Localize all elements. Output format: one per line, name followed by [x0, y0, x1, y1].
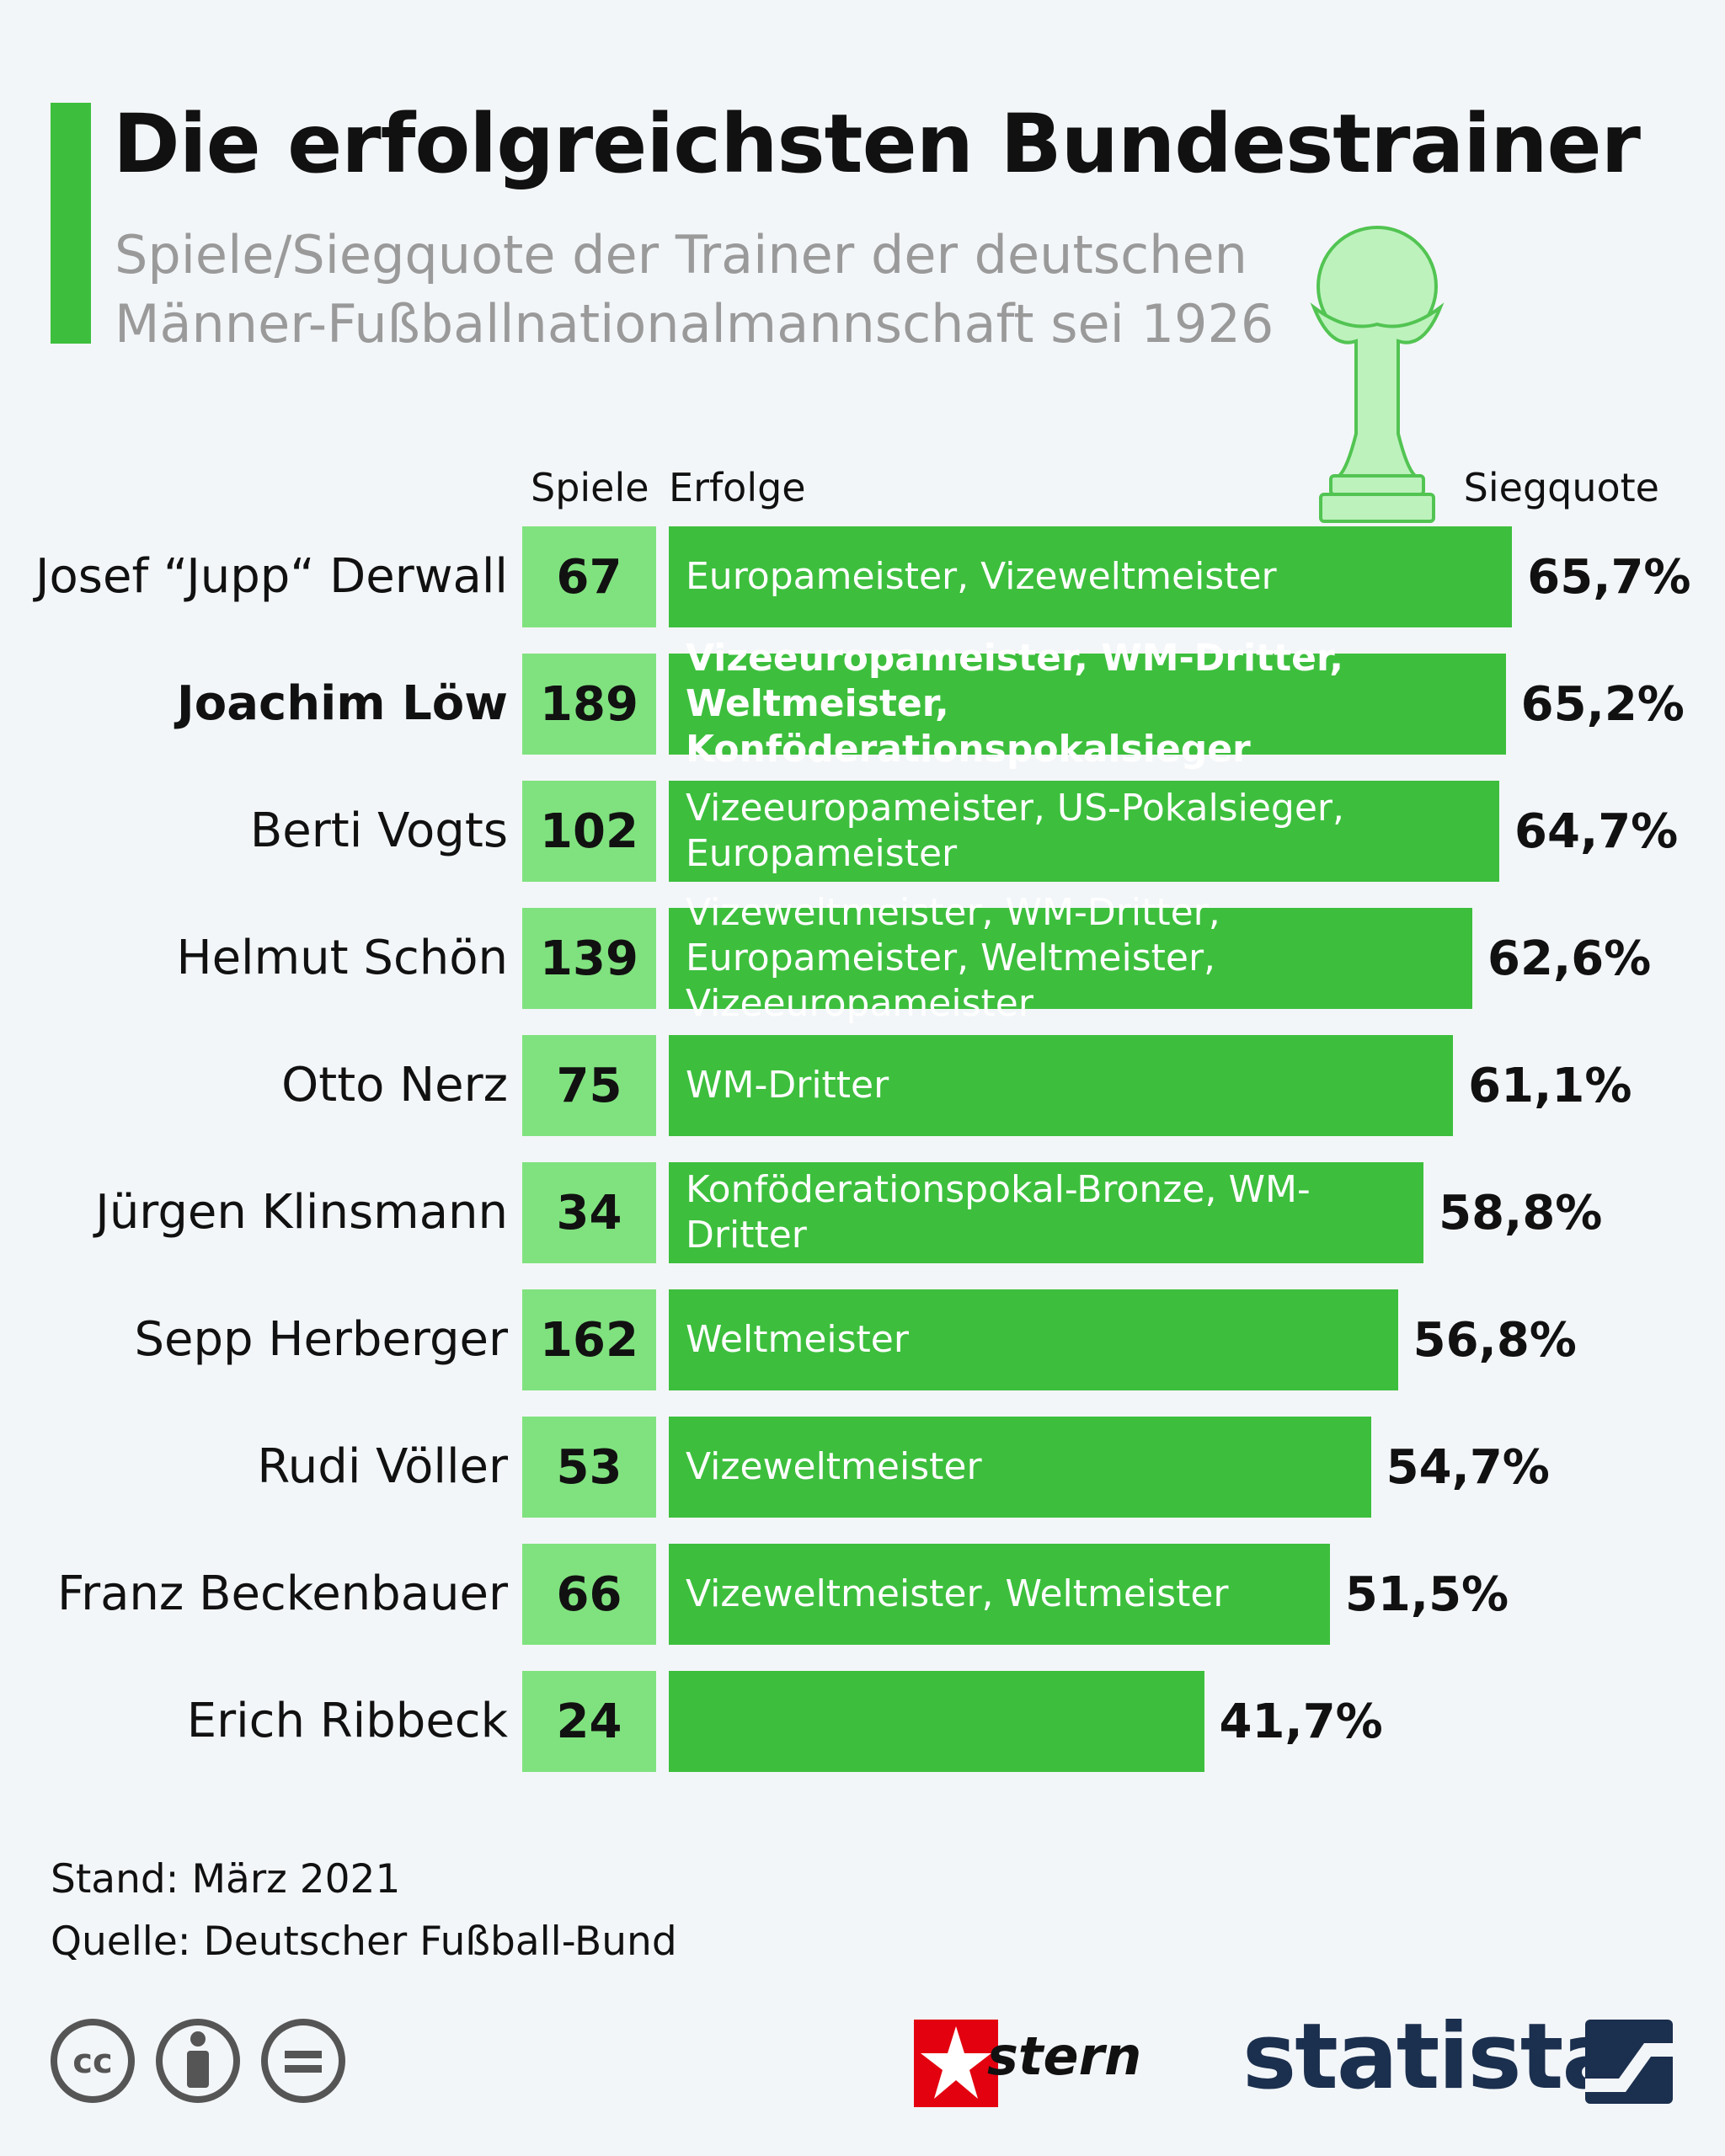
- row-label: Franz Beckenbauer: [56, 1566, 508, 1621]
- achievements: Vizeweltmeister, WM-Dritter, Europameist…: [686, 891, 1220, 1025]
- row-label: Helmut Schön: [176, 931, 508, 985]
- games-cell: 102: [522, 781, 656, 882]
- column-header: Erfolge: [669, 465, 806, 510]
- games-cell: 162: [522, 1289, 656, 1390]
- achievements: WM-Dritter: [686, 1064, 889, 1107]
- value-label: 64,7%: [1514, 803, 1679, 859]
- value-label: 51,5%: [1344, 1566, 1509, 1622]
- bar: [669, 1289, 1398, 1390]
- bar: [669, 1544, 1330, 1645]
- column-header: Spiele: [531, 465, 649, 510]
- chart-title: Die erfolgreichsten Bundestrainer: [113, 97, 1641, 191]
- row-label: Josef “Jupp“ Derwall: [35, 549, 508, 604]
- value-label: 65,7%: [1527, 549, 1691, 605]
- svg-text:cc: cc: [72, 2042, 112, 2081]
- bar: [669, 526, 1513, 627]
- games-cell: 24: [522, 1671, 656, 1772]
- chart-subtitle: Spiele/Siegquote der Trainer der deutsch…: [115, 224, 1274, 355]
- row-label: Jürgen Klinsmann: [95, 1185, 508, 1240]
- value-label: 61,1%: [1468, 1058, 1632, 1113]
- value-label: 65,2%: [1520, 676, 1685, 732]
- achievements: Konföderationspokal-Bronze, WM-Dritter: [686, 1168, 1311, 1257]
- row-label: Joachim Löw: [176, 676, 508, 731]
- row-label: Sepp Herberger: [134, 1312, 508, 1367]
- bar: [669, 1671, 1204, 1772]
- bar: [669, 1417, 1371, 1518]
- achievements: Vizeeuropameister, WM-Dritter, Weltmeist…: [686, 637, 1343, 771]
- value-label: 58,8%: [1439, 1185, 1603, 1241]
- achievements: Vizeweltmeister, Weltmeister: [686, 1572, 1229, 1615]
- bar: [669, 908, 1473, 1009]
- row-label: Otto Nerz: [281, 1058, 508, 1113]
- bar: [669, 1035, 1454, 1136]
- bar: [669, 654, 1506, 755]
- value-label: 54,7%: [1386, 1439, 1550, 1495]
- brand-logo: statista: [1242, 2004, 1623, 2110]
- games-cell: 53: [522, 1417, 656, 1518]
- bar: [669, 781, 1500, 882]
- row-label: Berti Vogts: [249, 803, 508, 858]
- bar: [669, 1162, 1424, 1263]
- trophy-icon: [1310, 226, 1445, 523]
- stern-star: [914, 2020, 998, 2107]
- achievements: Europameister, Vizeweltmeister: [686, 555, 1277, 598]
- license-icons: cc: [51, 2019, 345, 2103]
- games-cell: 189: [522, 654, 656, 755]
- source-note: Quelle: Deutscher Fußball-Bund: [51, 1919, 677, 1965]
- row-label: Rudi Völler: [257, 1439, 508, 1494]
- achievements: Weltmeister: [686, 1318, 909, 1361]
- brand-logo: stern: [987, 2025, 1142, 2087]
- date-note: Stand: März 2021: [51, 1856, 401, 1903]
- statista-icon: [1585, 2020, 1673, 2104]
- games-cell: 139: [522, 908, 656, 1009]
- achievements: Vizeeuropameister, US-Pokalsieger, Europ…: [686, 787, 1344, 875]
- value-label: 41,7%: [1219, 1694, 1383, 1749]
- games-cell: 67: [522, 526, 656, 627]
- games-cell: 34: [522, 1162, 656, 1263]
- row-label: Erich Ribbeck: [186, 1694, 508, 1748]
- column-header: Siegquote: [1463, 465, 1659, 510]
- games-cell: 75: [522, 1035, 656, 1136]
- value-label: 62,6%: [1487, 931, 1652, 986]
- accent-stripe: [51, 103, 91, 344]
- achievements: Vizeweltmeister: [686, 1445, 982, 1488]
- value-label: 56,8%: [1413, 1312, 1577, 1368]
- games-cell: 66: [522, 1544, 656, 1645]
